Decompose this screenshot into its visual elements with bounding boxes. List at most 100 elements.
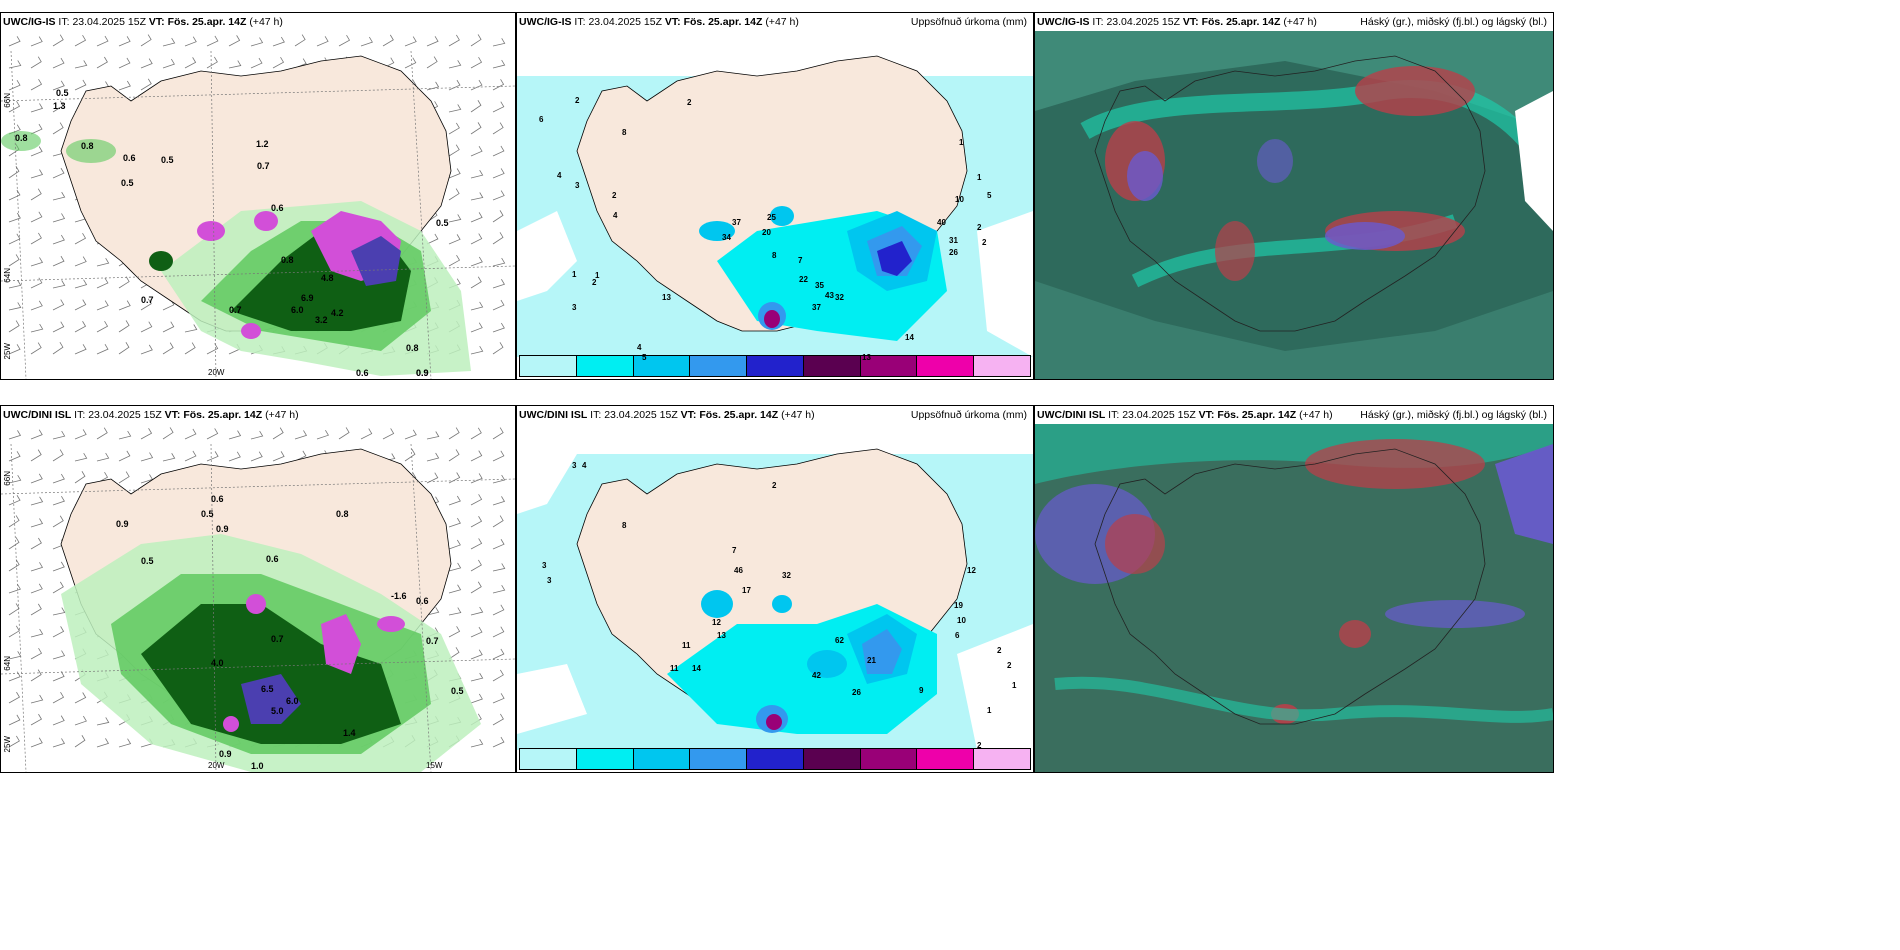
precip-value-label: 32 [782,571,791,580]
precip-value-label: 31 [949,236,958,245]
temp-value-label: 0.5 [201,509,214,519]
legend-bin: 50 [690,356,748,376]
legend-bin: 150 [860,356,918,376]
graticule [1,443,515,772]
temp-value-label: 6.5 [261,684,274,694]
precip-value-label: 10 [957,616,966,625]
precip-value-label: 13 [717,631,726,640]
precip-value-label: 3 [547,576,552,585]
precip-value-label: 6 [955,631,960,640]
magenta-spot [377,616,405,632]
temp-value-label: 6.0 [286,696,299,706]
temp-value-label: 0.8 [81,141,94,151]
precip-value-label: 22 [799,275,808,284]
lat-label: 66N [3,471,12,486]
magenta-spot [254,211,278,231]
precip-value-label: 5 [642,353,647,362]
lat-label: 64N [3,268,12,283]
temp-value-label: 0.9 [416,368,429,378]
precip-value-label: 2 [612,191,617,200]
temp-value-label: 4.2 [331,308,344,318]
lat-label: 66N [3,93,12,108]
lon-label: 15W [426,761,443,770]
precip-value-label: 5 [987,191,992,200]
cloud-title: Háský (gr.), miðský (fj.bl.) og lágský (… [1360,409,1547,421]
legend-bin: 25 [633,356,691,376]
temp-value-label: 1.2 [256,139,269,149]
precip-value-label: 25 [767,213,776,222]
temp-value-label: 1.0 [251,761,264,771]
temp-value-label: 0.6 [356,368,369,378]
precip-value-label: 3 [575,181,580,190]
magenta-area [321,614,361,674]
precip-value-label: 40 [937,218,946,227]
temp-value-label: 0.7 [257,161,270,171]
precip-legend: 1 10 25 50 75 100 150 200 400 [519,355,1031,377]
precip-value-label: 4 [637,343,642,352]
precip-value-label: 8 [622,521,627,530]
precip-value-label: 37 [812,303,821,312]
precip-value-label: 62 [835,636,844,645]
precip-value-label: 32 [835,293,844,302]
precip-value-label: 13 [662,293,671,302]
temp-value-label: 0.9 [216,524,229,534]
legend-bin: 1 [520,749,577,769]
temp-value-label: 1.4 [343,728,356,738]
precip-value-label: 4 [557,171,562,180]
temp-panel-row2: UWC/DINI ISL IT: 23.04.2025 15Z VT: Fös.… [0,405,516,773]
precip-value-label: 34 [722,233,731,242]
legend-bin: 50 [690,749,748,769]
temp-value-label: 0.5 [451,686,464,696]
graticule [1,50,515,379]
temp-value-label: 0.5 [56,88,69,98]
magenta-spot [241,323,261,339]
precip-value-label: 3 [542,561,547,570]
precip-value-label: 35 [815,281,824,290]
precip-value-label: 4 [582,461,587,470]
precip-value-label: 4 [613,211,618,220]
cloud-map [1035,424,1553,772]
legend-bin: 400 [974,356,1031,376]
legend-bin: 75 [747,356,804,376]
magenta-spot [197,221,225,241]
temp-value-label: 0.8 [15,133,28,143]
model-name: UWC/DINI ISL [519,409,588,421]
temp-value-label: 6.0 [291,305,304,315]
temp-value-label: 0.6 [416,596,429,606]
precip-panel-row1: UWC/IG-IS IT: 23.04.2025 15Z VT: Fös. 25… [516,12,1034,380]
temp-value-label: 0.8 [281,255,294,265]
precip-value-label: 2 [772,481,777,490]
precip-value-label: 6 [539,115,544,124]
precip-value-label: 10 [955,195,964,204]
precip-value-label: 1 [987,706,992,715]
temp-value-label: 0.5 [161,155,174,165]
precip-value-label: 21 [867,656,876,665]
precip-value-label: 2 [592,278,597,287]
precip-value-label: 2 [982,238,987,247]
temp-value-label: -1.6 [391,591,407,601]
precip-value-label: 2 [997,646,1002,655]
temp-value-label: 0.9 [219,749,232,759]
legend-bin: 10 [576,356,634,376]
precip-value-label: 8 [772,251,777,260]
precip-value-label: 7 [798,256,803,265]
temp-value-label: 0.9 [416,368,429,378]
temp-value-label: 0.8 [336,509,349,519]
model-name: UWC/IG-IS [519,16,572,28]
lon-label: 25W [3,736,12,753]
precip-value-label: 13 [862,353,871,362]
magenta-spot [223,716,239,732]
precip-value-label: 2 [977,223,982,232]
precip-value-label: 7 [732,546,737,555]
precip-title: Uppsöfnuð úrkoma (mm) [910,409,1027,421]
temp-value-label: 5.0 [271,706,284,716]
panel-header: UWC/DINI ISL IT: 23.04.2025 15Z VT: Fös.… [3,409,299,421]
panel-header: UWC/DINI ISL IT: 23.04.2025 15Z VT: Fös.… [517,406,1033,424]
temp-map [1,427,515,772]
temp-value-label: 0.5 [121,178,134,188]
temp-value-label: 0.7 [141,295,154,305]
legend-bin: 200 [917,356,975,376]
panel-header: UWC/IG-IS IT: 23.04.2025 15Z VT: Fös. 25… [3,16,283,28]
temp-value-label: 0.6 [271,203,284,213]
precip-value-label: 1 [977,173,982,182]
